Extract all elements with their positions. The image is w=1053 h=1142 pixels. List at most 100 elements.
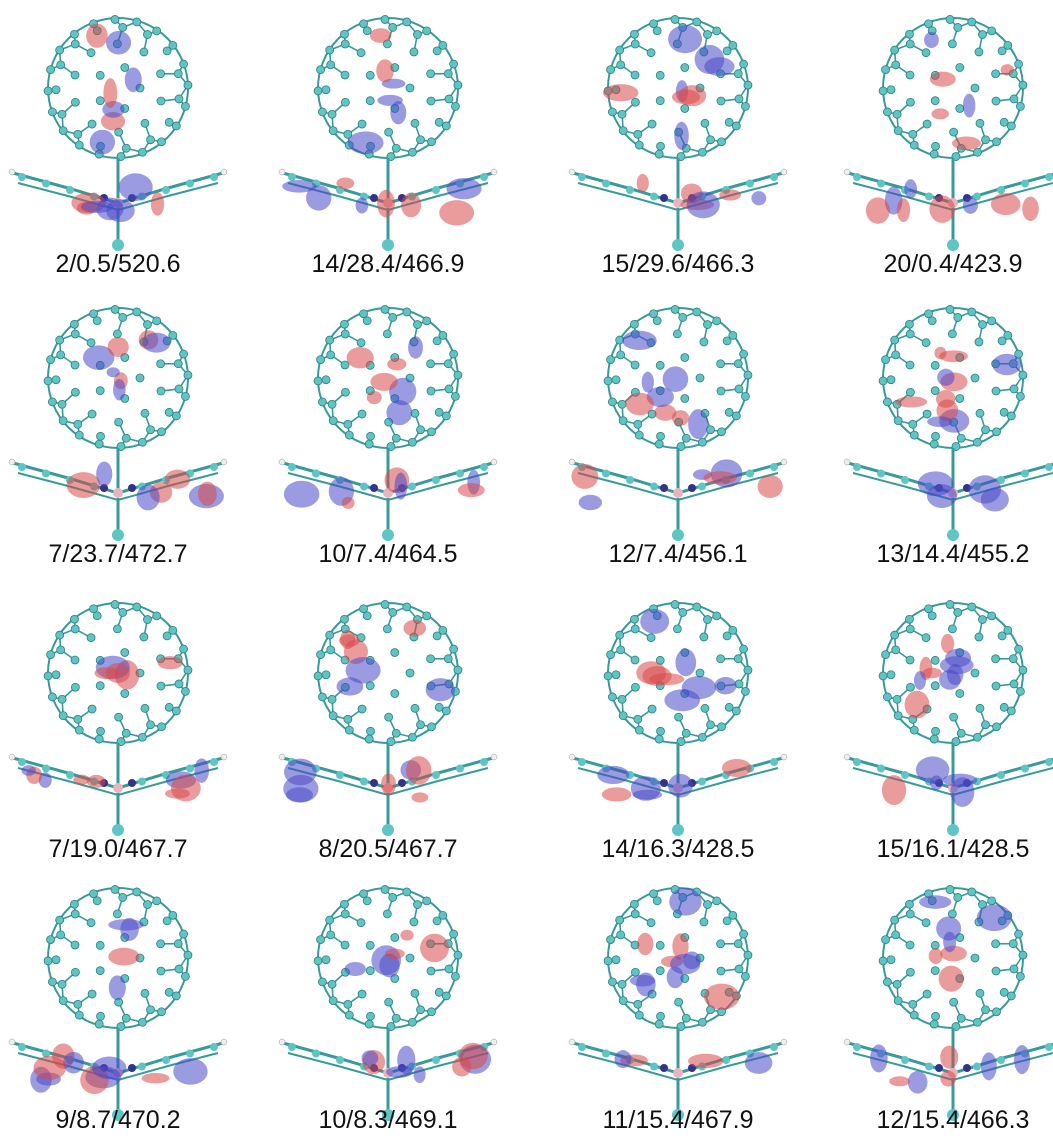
orbital-lobe xyxy=(672,410,689,425)
orbital-lobe xyxy=(882,775,906,805)
orbital-lobe xyxy=(381,773,396,795)
orbital-lobe xyxy=(376,59,394,82)
orbital-lobe xyxy=(87,775,106,788)
panel: 20/0.4/423.9 xyxy=(844,15,1053,278)
orbital-lobe xyxy=(108,337,129,357)
orbital-lobe xyxy=(695,45,725,74)
orbital-lobe xyxy=(340,630,355,649)
orbital-lobe xyxy=(719,189,741,200)
panel: 10/7.4/464.5 xyxy=(279,305,497,568)
molecule-image xyxy=(279,885,497,1121)
orbital-lobe xyxy=(642,372,654,393)
orbital-lobe xyxy=(940,1071,956,1087)
orbital-lobe xyxy=(286,787,313,802)
orbital-lobe xyxy=(940,656,974,674)
orbital-lobe xyxy=(622,331,657,350)
orbital-lobe xyxy=(977,904,1012,931)
orbital-lobe xyxy=(929,948,943,964)
orbital-lobe xyxy=(395,473,408,500)
orbital-lobe xyxy=(704,984,740,1010)
panel: 15/29.6/466.3 xyxy=(569,15,787,278)
orbital-lobe xyxy=(165,470,190,489)
orbital-lobe xyxy=(361,1050,378,1066)
orbital-lobe xyxy=(930,72,956,87)
molecule-image xyxy=(569,600,787,836)
orbital-lobe xyxy=(579,495,602,511)
orbital-lobe xyxy=(992,354,1021,375)
orbital-lobe xyxy=(103,78,117,108)
orbital-lobe xyxy=(386,1066,413,1078)
orbital-lobe xyxy=(81,201,114,213)
orbital-lobe xyxy=(664,689,700,711)
orbital-lobe xyxy=(937,369,954,386)
orbital-lobe xyxy=(1014,1045,1030,1074)
orbital-lobe xyxy=(714,677,736,694)
orbital-lobe xyxy=(171,775,201,802)
orbital-lobe xyxy=(722,759,752,777)
orbital-lobe xyxy=(458,483,485,497)
orbital-lobe xyxy=(968,475,1001,503)
orbital-lobe xyxy=(668,25,702,53)
orbital-lobe xyxy=(86,24,108,48)
orbital-lobe xyxy=(745,1052,773,1074)
panel: 14/16.3/428.5 xyxy=(569,600,787,863)
panel: 12/15.4/466.3 xyxy=(844,885,1053,1134)
orbital-lobe xyxy=(151,192,164,216)
orbital-lobe xyxy=(367,391,382,404)
panel-label: 11/15.4/467.9 xyxy=(602,1106,753,1134)
orbital-lobe xyxy=(905,691,930,719)
orbital-lobe xyxy=(703,471,736,484)
orbital-lobe xyxy=(667,966,684,988)
orbital-lobe xyxy=(345,962,366,976)
panel-label: 15/29.6/466.3 xyxy=(602,250,755,278)
panel-label: 7/23.7/472.7 xyxy=(48,540,187,568)
orbital-lobe xyxy=(630,975,655,987)
molecule-image xyxy=(279,600,497,836)
orbital-lobe xyxy=(679,85,707,106)
orbital-lobe xyxy=(687,191,720,218)
figure: 2/0.5/520.614/28.4/466.915/29.6/466.320/… xyxy=(0,0,1053,1142)
orbital-lobe xyxy=(751,191,766,205)
orbital-lobe xyxy=(943,932,956,952)
orbital-lobe xyxy=(688,409,708,439)
orbital-lobe xyxy=(401,193,421,218)
orbital-lobe xyxy=(284,759,317,786)
panel-label: 12/15.4/466.3 xyxy=(877,1106,1030,1134)
orbital-lobe xyxy=(458,1043,487,1069)
orbital-lobe xyxy=(1022,197,1039,221)
panel: 13/14.4/455.2 xyxy=(844,305,1053,568)
orbital-lobe xyxy=(113,379,126,401)
orbital-lobe xyxy=(904,179,917,198)
panel-label: 15/16.1/428.5 xyxy=(877,835,1030,863)
orbital-lobe xyxy=(637,174,649,192)
orbital-lobe xyxy=(674,122,688,150)
orbital-lobe xyxy=(981,1052,997,1080)
orbital-lobe xyxy=(637,933,653,956)
panel: 7/23.7/472.7 xyxy=(9,305,227,568)
molecule-image xyxy=(9,600,227,836)
orbital-lobe xyxy=(95,667,120,679)
orbital-lobe xyxy=(348,131,384,154)
orbital-lobe xyxy=(119,173,153,201)
orbital-lobe xyxy=(142,1073,170,1083)
orbital-lobe xyxy=(106,31,131,55)
orbital-lobe xyxy=(602,787,631,801)
orbital-lobe xyxy=(669,888,701,916)
orbital-lobe xyxy=(400,930,413,941)
orbital-lobe xyxy=(96,461,112,486)
orbital-lobe xyxy=(936,390,956,408)
orbital-lobe xyxy=(157,656,182,669)
panel-label: 12/7.4/456.1 xyxy=(608,540,747,568)
orbital-lobe xyxy=(426,678,456,701)
orbital-lobe xyxy=(614,1050,631,1068)
panel: 10/8.3/469.1 xyxy=(279,885,497,1134)
orbital-lobe xyxy=(370,28,392,43)
orbital-lobe xyxy=(930,776,943,791)
orbital-lobe xyxy=(688,1054,723,1068)
orbital-lobe xyxy=(571,464,598,489)
orbital-lobe xyxy=(927,416,952,427)
orbital-lobe xyxy=(939,966,964,992)
orbital-lobe xyxy=(597,766,629,784)
orbital-lobe xyxy=(408,336,423,358)
orbital-lobe xyxy=(963,94,976,118)
